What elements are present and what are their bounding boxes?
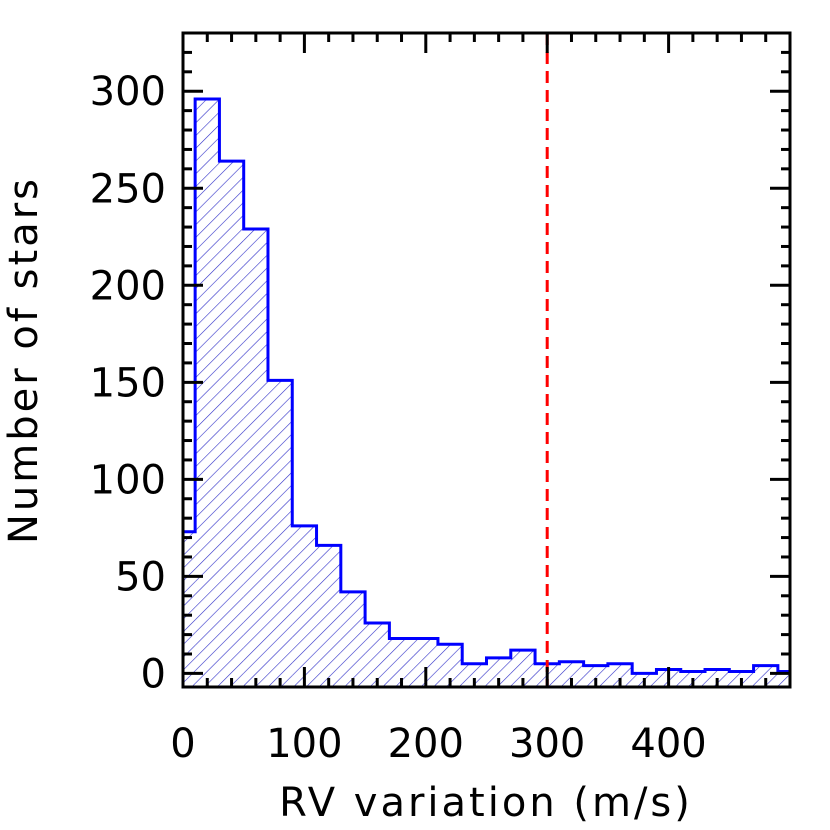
y-tick-label: 50 xyxy=(115,554,166,600)
histogram-bar xyxy=(183,531,196,687)
histogram-bar xyxy=(195,98,220,687)
y-tick-label: 0 xyxy=(141,651,166,697)
histogram-bar xyxy=(316,545,341,687)
y-tick-label: 200 xyxy=(90,263,166,309)
histogram-bar xyxy=(753,665,778,687)
histogram-layer xyxy=(183,97,790,687)
histogram-bar xyxy=(219,161,244,687)
y-tick-label: 300 xyxy=(90,69,166,115)
histogram-bar xyxy=(583,665,608,687)
y-tick-label: 250 xyxy=(90,166,166,212)
tick-label-layer: 0 100 200 300 400 0 50 100 150 200 250 300 xyxy=(90,69,707,767)
histogram-bar xyxy=(340,591,366,687)
histogram-bar xyxy=(292,525,317,687)
tick-layer xyxy=(183,33,790,687)
histogram-bar xyxy=(462,663,487,687)
x-tick-label: 100 xyxy=(266,721,342,767)
histogram-bar xyxy=(777,671,790,687)
y-tick-label: 150 xyxy=(90,360,166,406)
histogram-bar xyxy=(243,229,268,687)
x-tick-label: 200 xyxy=(388,721,464,767)
histogram-bar xyxy=(607,663,633,687)
histogram-bar xyxy=(267,380,293,687)
plot-frame xyxy=(181,31,792,689)
x-axis-title: RV variation (m/s) xyxy=(279,780,693,826)
x-tick-label: 300 xyxy=(509,721,585,767)
y-tick-label: 100 xyxy=(90,457,166,503)
x-tick-label: 0 xyxy=(170,721,195,767)
x-tick-label: 400 xyxy=(630,721,706,767)
histogram-bar xyxy=(365,622,390,687)
histogram-outline xyxy=(183,97,790,675)
y-axis-title: Number of stars xyxy=(1,176,47,544)
